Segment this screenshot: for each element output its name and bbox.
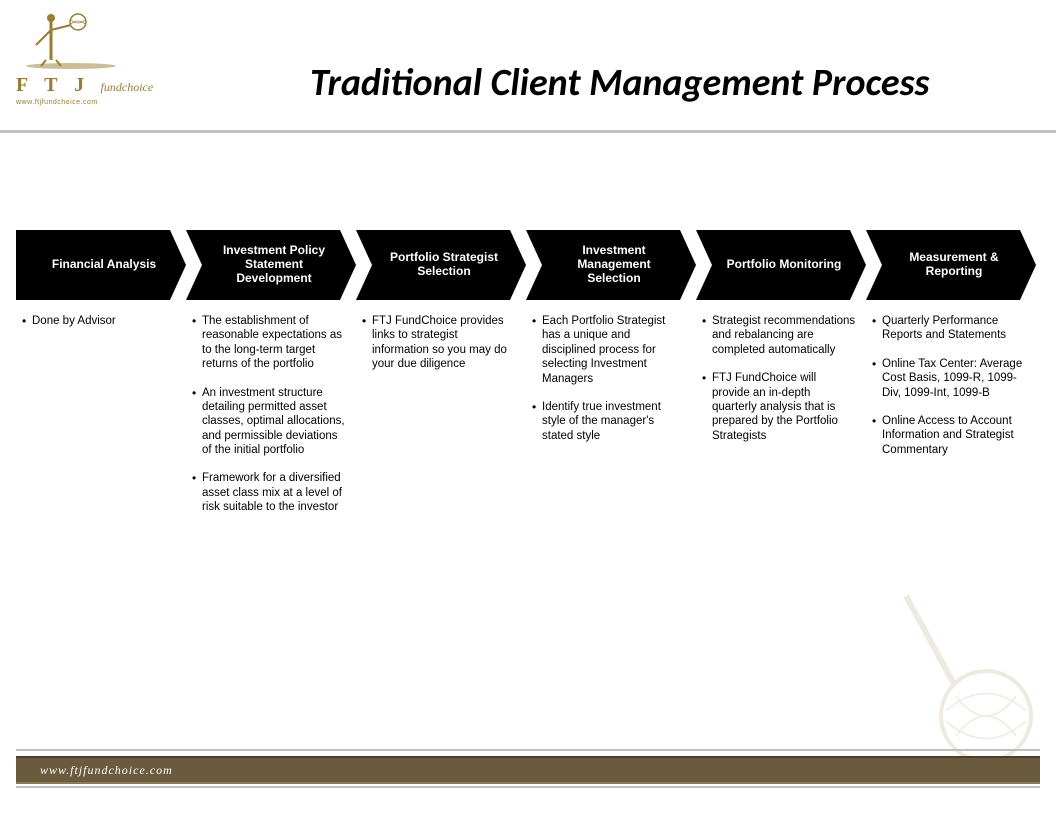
process-chevron-label: Measurement & Reporting [890, 251, 1018, 279]
process-bullet: Framework for a diversified asset class … [192, 471, 346, 514]
process-chevron-label: Portfolio Strategist Selection [380, 251, 508, 279]
logo-url: www.ftjfundchoice.com [16, 99, 176, 106]
process-bullet: FTJ FundChoice provides links to strateg… [362, 314, 516, 372]
process-chevron: Portfolio Strategist Selection [356, 230, 526, 300]
footer-divider-top [16, 749, 1040, 751]
process-chevron-label: Portfolio Monitoring [727, 258, 842, 272]
process-bullet: FTJ FundChoice will provide an in-depth … [702, 371, 856, 443]
process-flow: Financial Analysis Done by Advisor Investm… [16, 230, 1040, 529]
footer-divider-bottom [16, 786, 1040, 788]
footer-url: www.ftjfundchoice.com [40, 763, 173, 778]
process-chevron: Financial Analysis [16, 230, 186, 300]
process-bullet: An investment structure detailing permit… [192, 386, 346, 458]
header-divider [0, 130, 1056, 133]
process-step: Portfolio Monitoring Strategist recommend… [696, 230, 866, 529]
process-bullet: Identify true investment style of the ma… [532, 400, 686, 443]
page-title: Traditional Client Management Process [310, 60, 930, 106]
process-bullets: Each Portfolio Strategist has a unique a… [526, 314, 696, 457]
process-step: Financial Analysis Done by Advisor [16, 230, 186, 529]
process-bullets: Done by Advisor [16, 314, 186, 342]
logo-text: F T J fundchoice [16, 74, 176, 97]
process-bullets: Quarterly Performance Reports and Statem… [866, 314, 1036, 471]
process-bullet: Done by Advisor [22, 314, 176, 328]
process-step: Measurement & Reporting Quarterly Perform… [866, 230, 1036, 529]
process-bullets: Strategist recommendations and rebalanci… [696, 314, 866, 457]
process-chevron: Measurement & Reporting [866, 230, 1036, 300]
process-chevron: Investment Management Selection [526, 230, 696, 300]
watermark-icon [876, 536, 1036, 776]
logo-main: F T J [16, 74, 90, 96]
process-bullet: The establishment of reasonable expectat… [192, 314, 346, 372]
process-bullet: Quarterly Performance Reports and Statem… [872, 314, 1026, 343]
logo-block: F T J fundchoice www.ftjfundchoice.com [16, 10, 176, 106]
process-chevron: Investment Policy Statement Development [186, 230, 356, 300]
process-chevron-label: Investment Policy Statement Development [210, 244, 338, 285]
process-bullets: FTJ FundChoice provides links to strateg… [356, 314, 526, 386]
process-bullets: The establishment of reasonable expectat… [186, 314, 356, 529]
process-chevron: Portfolio Monitoring [696, 230, 866, 300]
process-bullet: Online Access to Account Information and… [872, 414, 1026, 457]
logo-figure [16, 10, 176, 70]
process-step: Portfolio Strategist Selection FTJ FundCh… [356, 230, 526, 529]
footer-bar: www.ftjfundchoice.com [16, 756, 1040, 784]
process-chevron-label: Financial Analysis [52, 258, 156, 272]
process-step: Investment Management Selection Each Port… [526, 230, 696, 529]
logo-sub: fundchoice [101, 80, 154, 94]
process-bullet: Each Portfolio Strategist has a unique a… [532, 314, 686, 386]
process-bullet: Strategist recommendations and rebalanci… [702, 314, 856, 357]
process-step: Investment Policy Statement Development T… [186, 230, 356, 529]
process-chevron-label: Investment Management Selection [550, 244, 678, 285]
process-bullet: Online Tax Center: Average Cost Basis, 1… [872, 357, 1026, 400]
